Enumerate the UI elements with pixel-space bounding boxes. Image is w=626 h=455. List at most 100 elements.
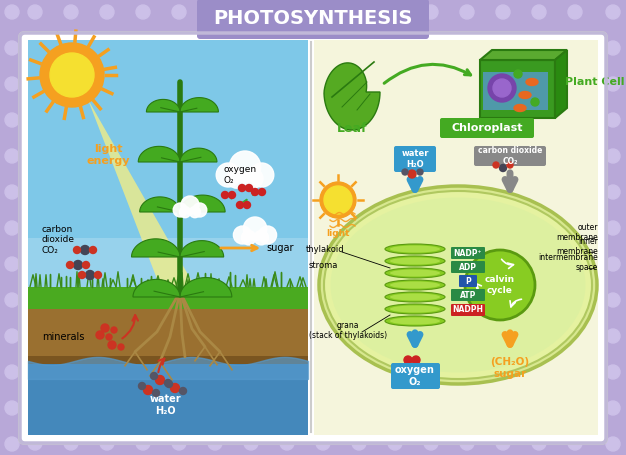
Circle shape (259, 188, 265, 196)
FancyBboxPatch shape (394, 146, 436, 172)
Ellipse shape (331, 197, 585, 373)
Circle shape (73, 261, 83, 269)
Text: calvin
cycle: calvin cycle (485, 275, 515, 295)
Circle shape (280, 5, 294, 19)
Circle shape (606, 5, 620, 19)
Circle shape (352, 5, 366, 19)
Circle shape (244, 169, 263, 188)
Circle shape (73, 247, 81, 253)
Circle shape (64, 5, 78, 19)
Circle shape (66, 262, 73, 268)
Text: intermembrane
space: intermembrane space (538, 253, 598, 272)
Bar (483, 72, 548, 110)
Text: water
H₂O: water H₂O (149, 394, 181, 416)
Circle shape (316, 436, 330, 450)
Circle shape (244, 202, 250, 208)
Ellipse shape (390, 269, 440, 277)
Circle shape (5, 365, 19, 379)
Circle shape (233, 226, 252, 244)
Circle shape (250, 163, 274, 187)
Ellipse shape (390, 282, 440, 288)
Circle shape (95, 272, 101, 278)
Circle shape (153, 389, 160, 396)
Polygon shape (133, 279, 180, 297)
Text: Plant Cell: Plant Cell (565, 77, 625, 87)
Circle shape (402, 169, 408, 175)
Circle shape (352, 436, 366, 450)
Circle shape (165, 380, 173, 388)
Circle shape (5, 437, 19, 451)
Circle shape (244, 217, 267, 240)
Circle shape (155, 375, 165, 384)
Circle shape (244, 436, 258, 450)
FancyBboxPatch shape (459, 275, 477, 287)
Polygon shape (180, 195, 225, 212)
FancyBboxPatch shape (451, 261, 485, 273)
Ellipse shape (385, 244, 445, 254)
Circle shape (143, 385, 153, 394)
Circle shape (189, 207, 200, 217)
Polygon shape (87, 97, 195, 287)
Polygon shape (138, 147, 180, 162)
Text: PHOTOSYNTHESIS: PHOTOSYNTHESIS (213, 10, 413, 29)
Circle shape (514, 70, 522, 78)
Circle shape (259, 226, 277, 244)
Bar (28, 297, 308, 435)
Circle shape (81, 246, 90, 254)
Circle shape (606, 257, 620, 271)
Bar (28, 238, 308, 297)
Polygon shape (131, 239, 180, 257)
Ellipse shape (390, 305, 440, 313)
Ellipse shape (519, 91, 531, 98)
Circle shape (86, 271, 95, 279)
FancyBboxPatch shape (391, 363, 440, 389)
Circle shape (606, 437, 620, 451)
Circle shape (28, 5, 42, 19)
Text: Chloroplast: Chloroplast (451, 123, 523, 133)
Circle shape (208, 436, 222, 450)
Circle shape (228, 192, 235, 198)
Ellipse shape (319, 186, 597, 384)
Text: ATP: ATP (460, 290, 476, 299)
FancyBboxPatch shape (440, 118, 534, 138)
Bar (314, 40, 598, 435)
Circle shape (606, 149, 620, 163)
Ellipse shape (385, 256, 445, 266)
Circle shape (5, 41, 19, 55)
Circle shape (280, 436, 294, 450)
Circle shape (424, 436, 438, 450)
Ellipse shape (385, 292, 445, 302)
Circle shape (50, 53, 94, 97)
Circle shape (150, 373, 158, 379)
Text: light
energy: light energy (86, 144, 130, 166)
Polygon shape (180, 278, 232, 297)
Circle shape (532, 5, 546, 19)
Circle shape (606, 401, 620, 415)
Circle shape (237, 202, 244, 208)
Circle shape (606, 77, 620, 91)
Circle shape (165, 379, 172, 386)
Circle shape (100, 436, 114, 450)
Ellipse shape (385, 316, 445, 326)
Ellipse shape (390, 246, 440, 253)
Ellipse shape (390, 318, 440, 324)
Circle shape (5, 257, 19, 271)
Circle shape (252, 188, 259, 196)
Circle shape (180, 207, 191, 217)
Circle shape (496, 436, 510, 450)
Text: oxygen
O₂: oxygen O₂ (395, 365, 435, 387)
Circle shape (172, 436, 186, 450)
Circle shape (5, 149, 19, 163)
Polygon shape (146, 99, 180, 112)
Ellipse shape (385, 280, 445, 290)
Circle shape (460, 436, 474, 450)
Text: sugar: sugar (266, 243, 294, 253)
Ellipse shape (385, 268, 445, 278)
Circle shape (180, 388, 187, 394)
Text: light: light (326, 229, 350, 238)
Bar (28, 40, 308, 297)
Circle shape (5, 185, 19, 199)
Ellipse shape (514, 105, 526, 111)
Circle shape (606, 329, 620, 343)
Polygon shape (555, 50, 567, 118)
